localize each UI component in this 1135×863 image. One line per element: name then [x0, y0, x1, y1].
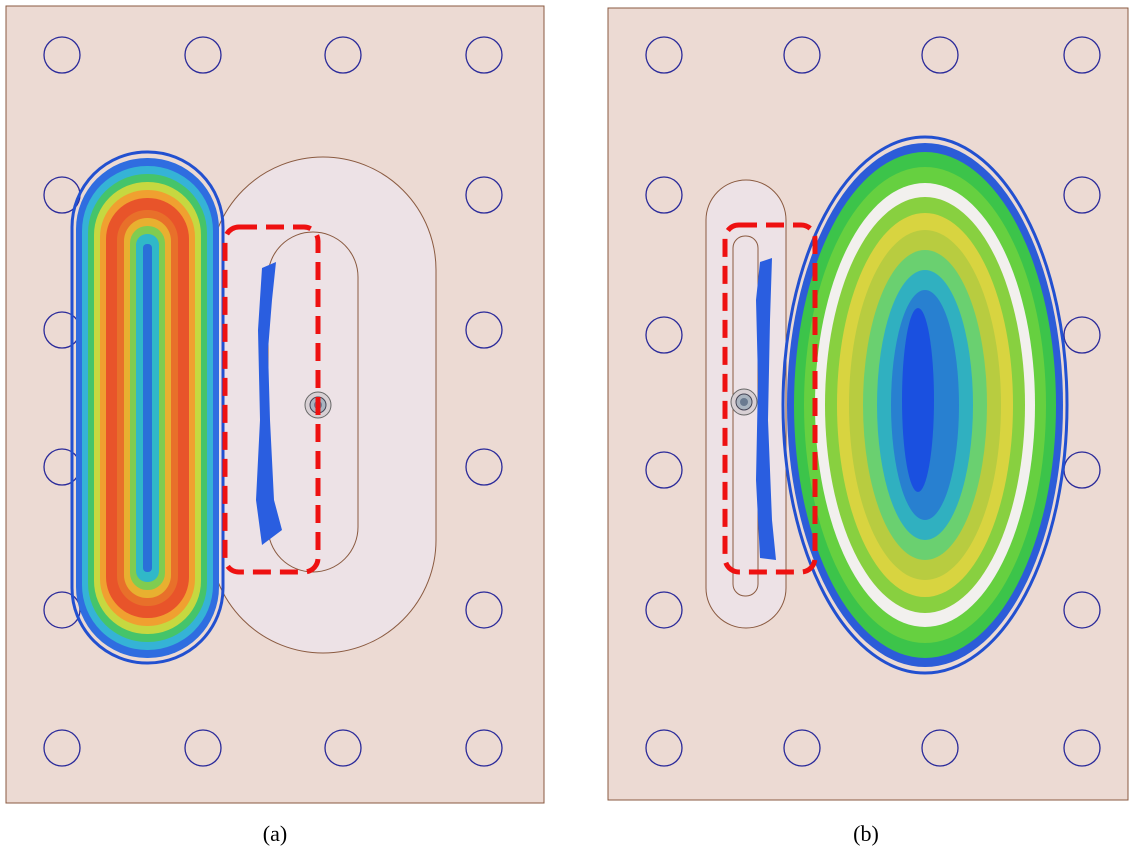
panel-label: (b): [853, 821, 879, 846]
figure: (a): [0, 0, 1135, 863]
contour-layer: [740, 398, 748, 406]
panel-b: (b): [608, 8, 1128, 846]
inner-slot: [733, 236, 758, 596]
panel-label: (a): [263, 821, 287, 846]
feed-point: [731, 389, 757, 415]
panel-a: (a): [6, 6, 544, 846]
contour-layer: [143, 244, 152, 572]
contour-layer: [902, 308, 934, 492]
field-contour: [72, 152, 223, 663]
